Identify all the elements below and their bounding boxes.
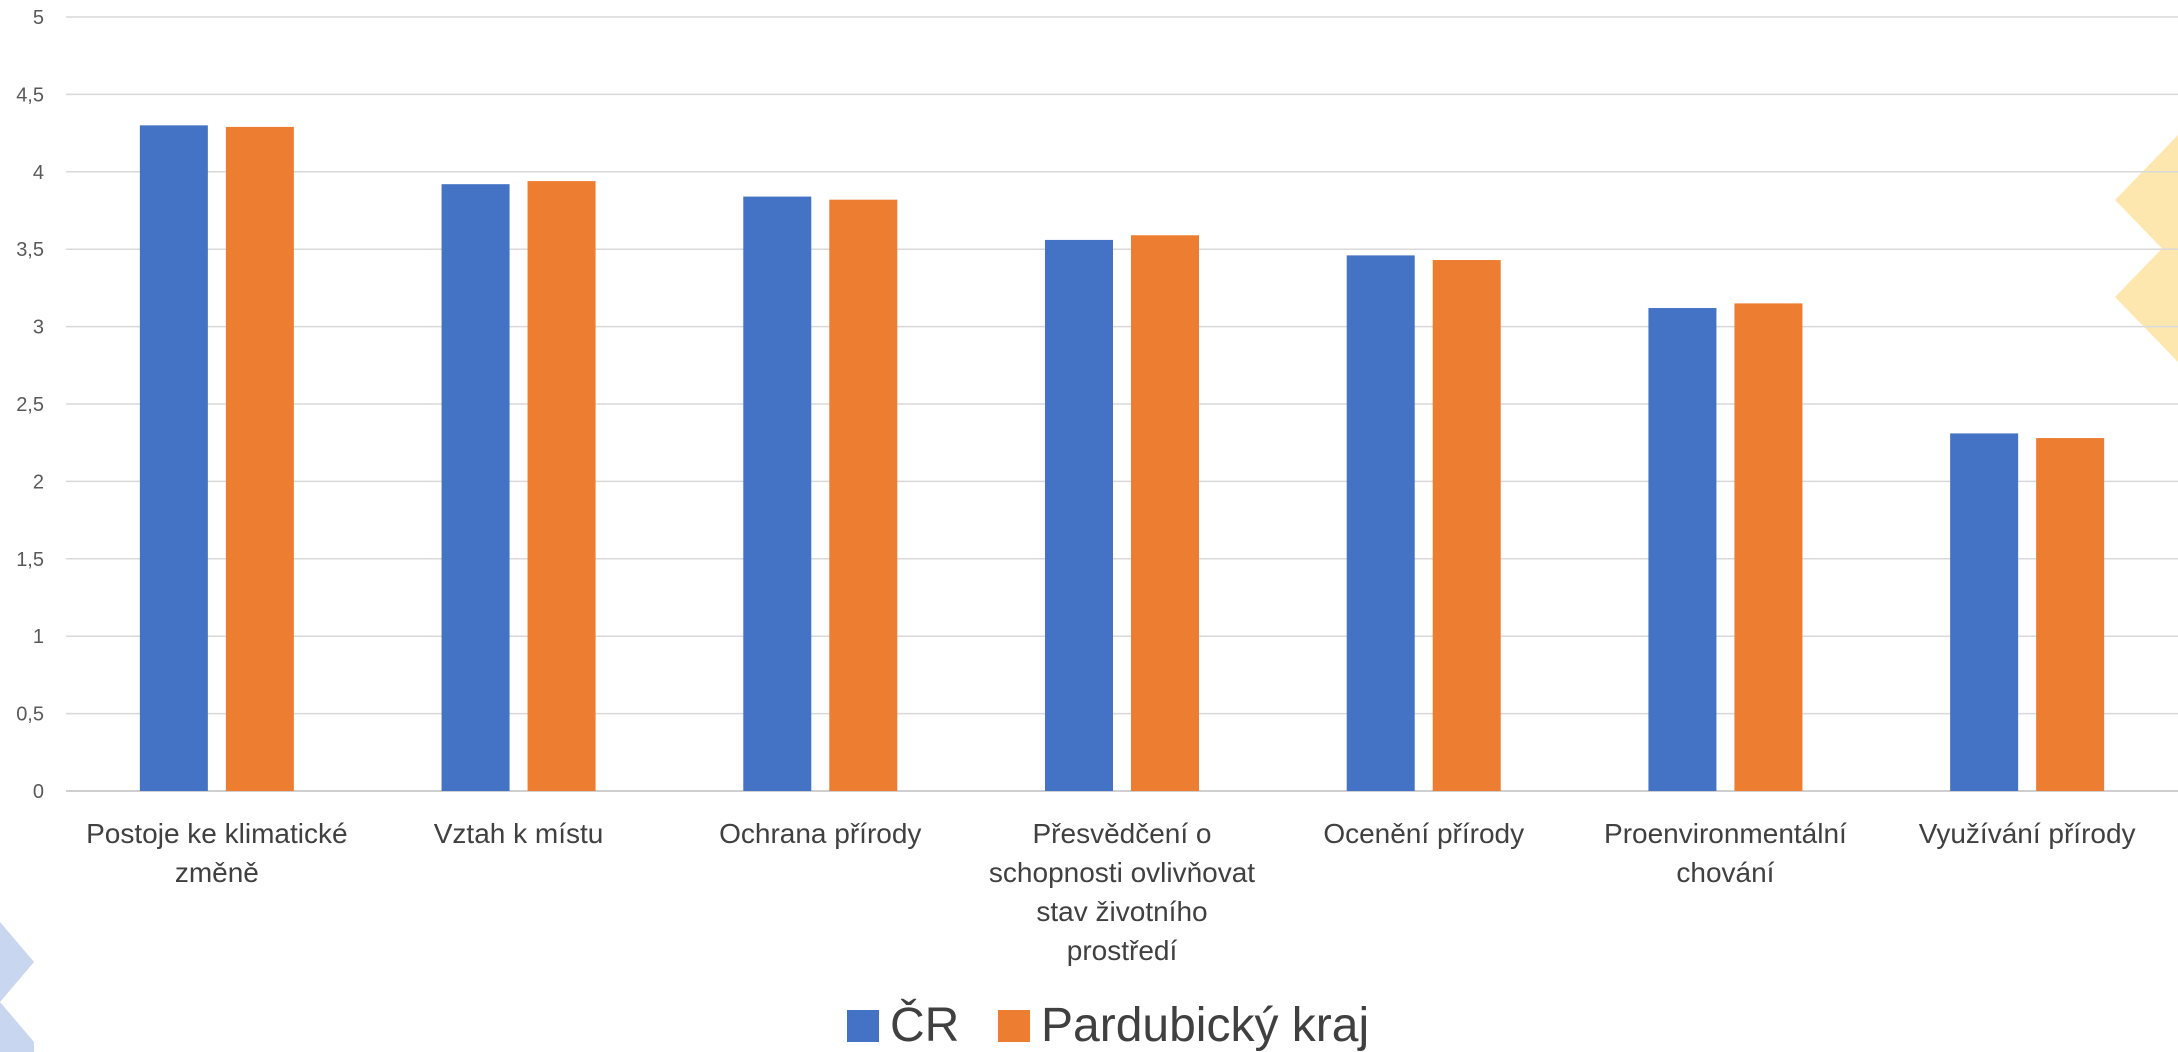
y-tick-label: 3 xyxy=(33,317,44,339)
y-axis-tick-labels: 0 0,5 1 1,5 2 2,5 3 3,5 4 4,5 5 xyxy=(16,7,44,803)
y-tick-label: 0 xyxy=(33,781,44,803)
bar-cr xyxy=(1648,308,1717,791)
decor-chevron-left-upper xyxy=(0,922,34,1002)
y-tick-label: 0,5 xyxy=(16,704,44,726)
decor-chevron-right-upper xyxy=(2115,135,2178,265)
bar-pardubicky-kraj xyxy=(1131,235,1199,791)
legend-label: ČR xyxy=(890,998,959,1052)
bar-pardubicky-kraj xyxy=(1432,260,1501,791)
x-category-label: Využívání přírody xyxy=(1919,818,2136,849)
gridlines xyxy=(66,16,2178,792)
decor-chevron-left-lower xyxy=(0,1002,34,1052)
bar-pardubicky-kraj xyxy=(1734,303,1803,791)
legend-label: Pardubický kraj xyxy=(1041,999,1369,1052)
y-tick-label: 4 xyxy=(33,162,44,184)
x-category-label: Proenvironmentální chování xyxy=(1604,818,1847,888)
bar-cr xyxy=(139,125,208,792)
y-tick-label: 4,5 xyxy=(16,84,44,106)
bar-cr xyxy=(743,196,812,791)
y-tick-label: 1,5 xyxy=(16,549,44,571)
decorative-chevrons xyxy=(0,135,2178,1052)
bar-cr xyxy=(441,184,510,791)
bar-pardubicky-kraj xyxy=(829,199,898,791)
x-category-label: Vztah k místu xyxy=(434,818,604,849)
x-category-label: Postoje ke klimatické změně xyxy=(86,818,347,888)
y-tick-label: 5 xyxy=(33,7,44,29)
legend-swatch xyxy=(998,1010,1030,1042)
x-category-label: Ocenění přírody xyxy=(1323,818,1524,849)
bar-pardubicky-kraj xyxy=(527,181,596,791)
y-tick-label: 1 xyxy=(33,626,44,648)
bar-cr xyxy=(1950,433,2019,791)
bar-pardubicky-kraj xyxy=(2036,438,2105,791)
y-tick-label: 2,5 xyxy=(16,394,44,416)
bar-cr xyxy=(1346,255,1415,792)
bar-pardubicky-kraj xyxy=(225,126,294,791)
legend-swatch xyxy=(847,1010,879,1042)
bar-cr xyxy=(1045,239,1113,792)
x-category-label: Ochrana přírody xyxy=(719,818,921,849)
y-tick-label: 3,5 xyxy=(16,239,44,261)
legend: ČR Pardubický kraj xyxy=(847,998,1369,1052)
decor-chevron-right-lower xyxy=(2115,232,2178,362)
x-axis-category-labels: Postoje ke klimatické změně Vztah k místu O… xyxy=(86,818,2135,966)
x-category-label: Přesvědčení o schopnosti ovlivňovat stav ž… xyxy=(989,818,1255,966)
y-tick-label: 2 xyxy=(33,471,44,493)
bars xyxy=(139,125,2105,792)
